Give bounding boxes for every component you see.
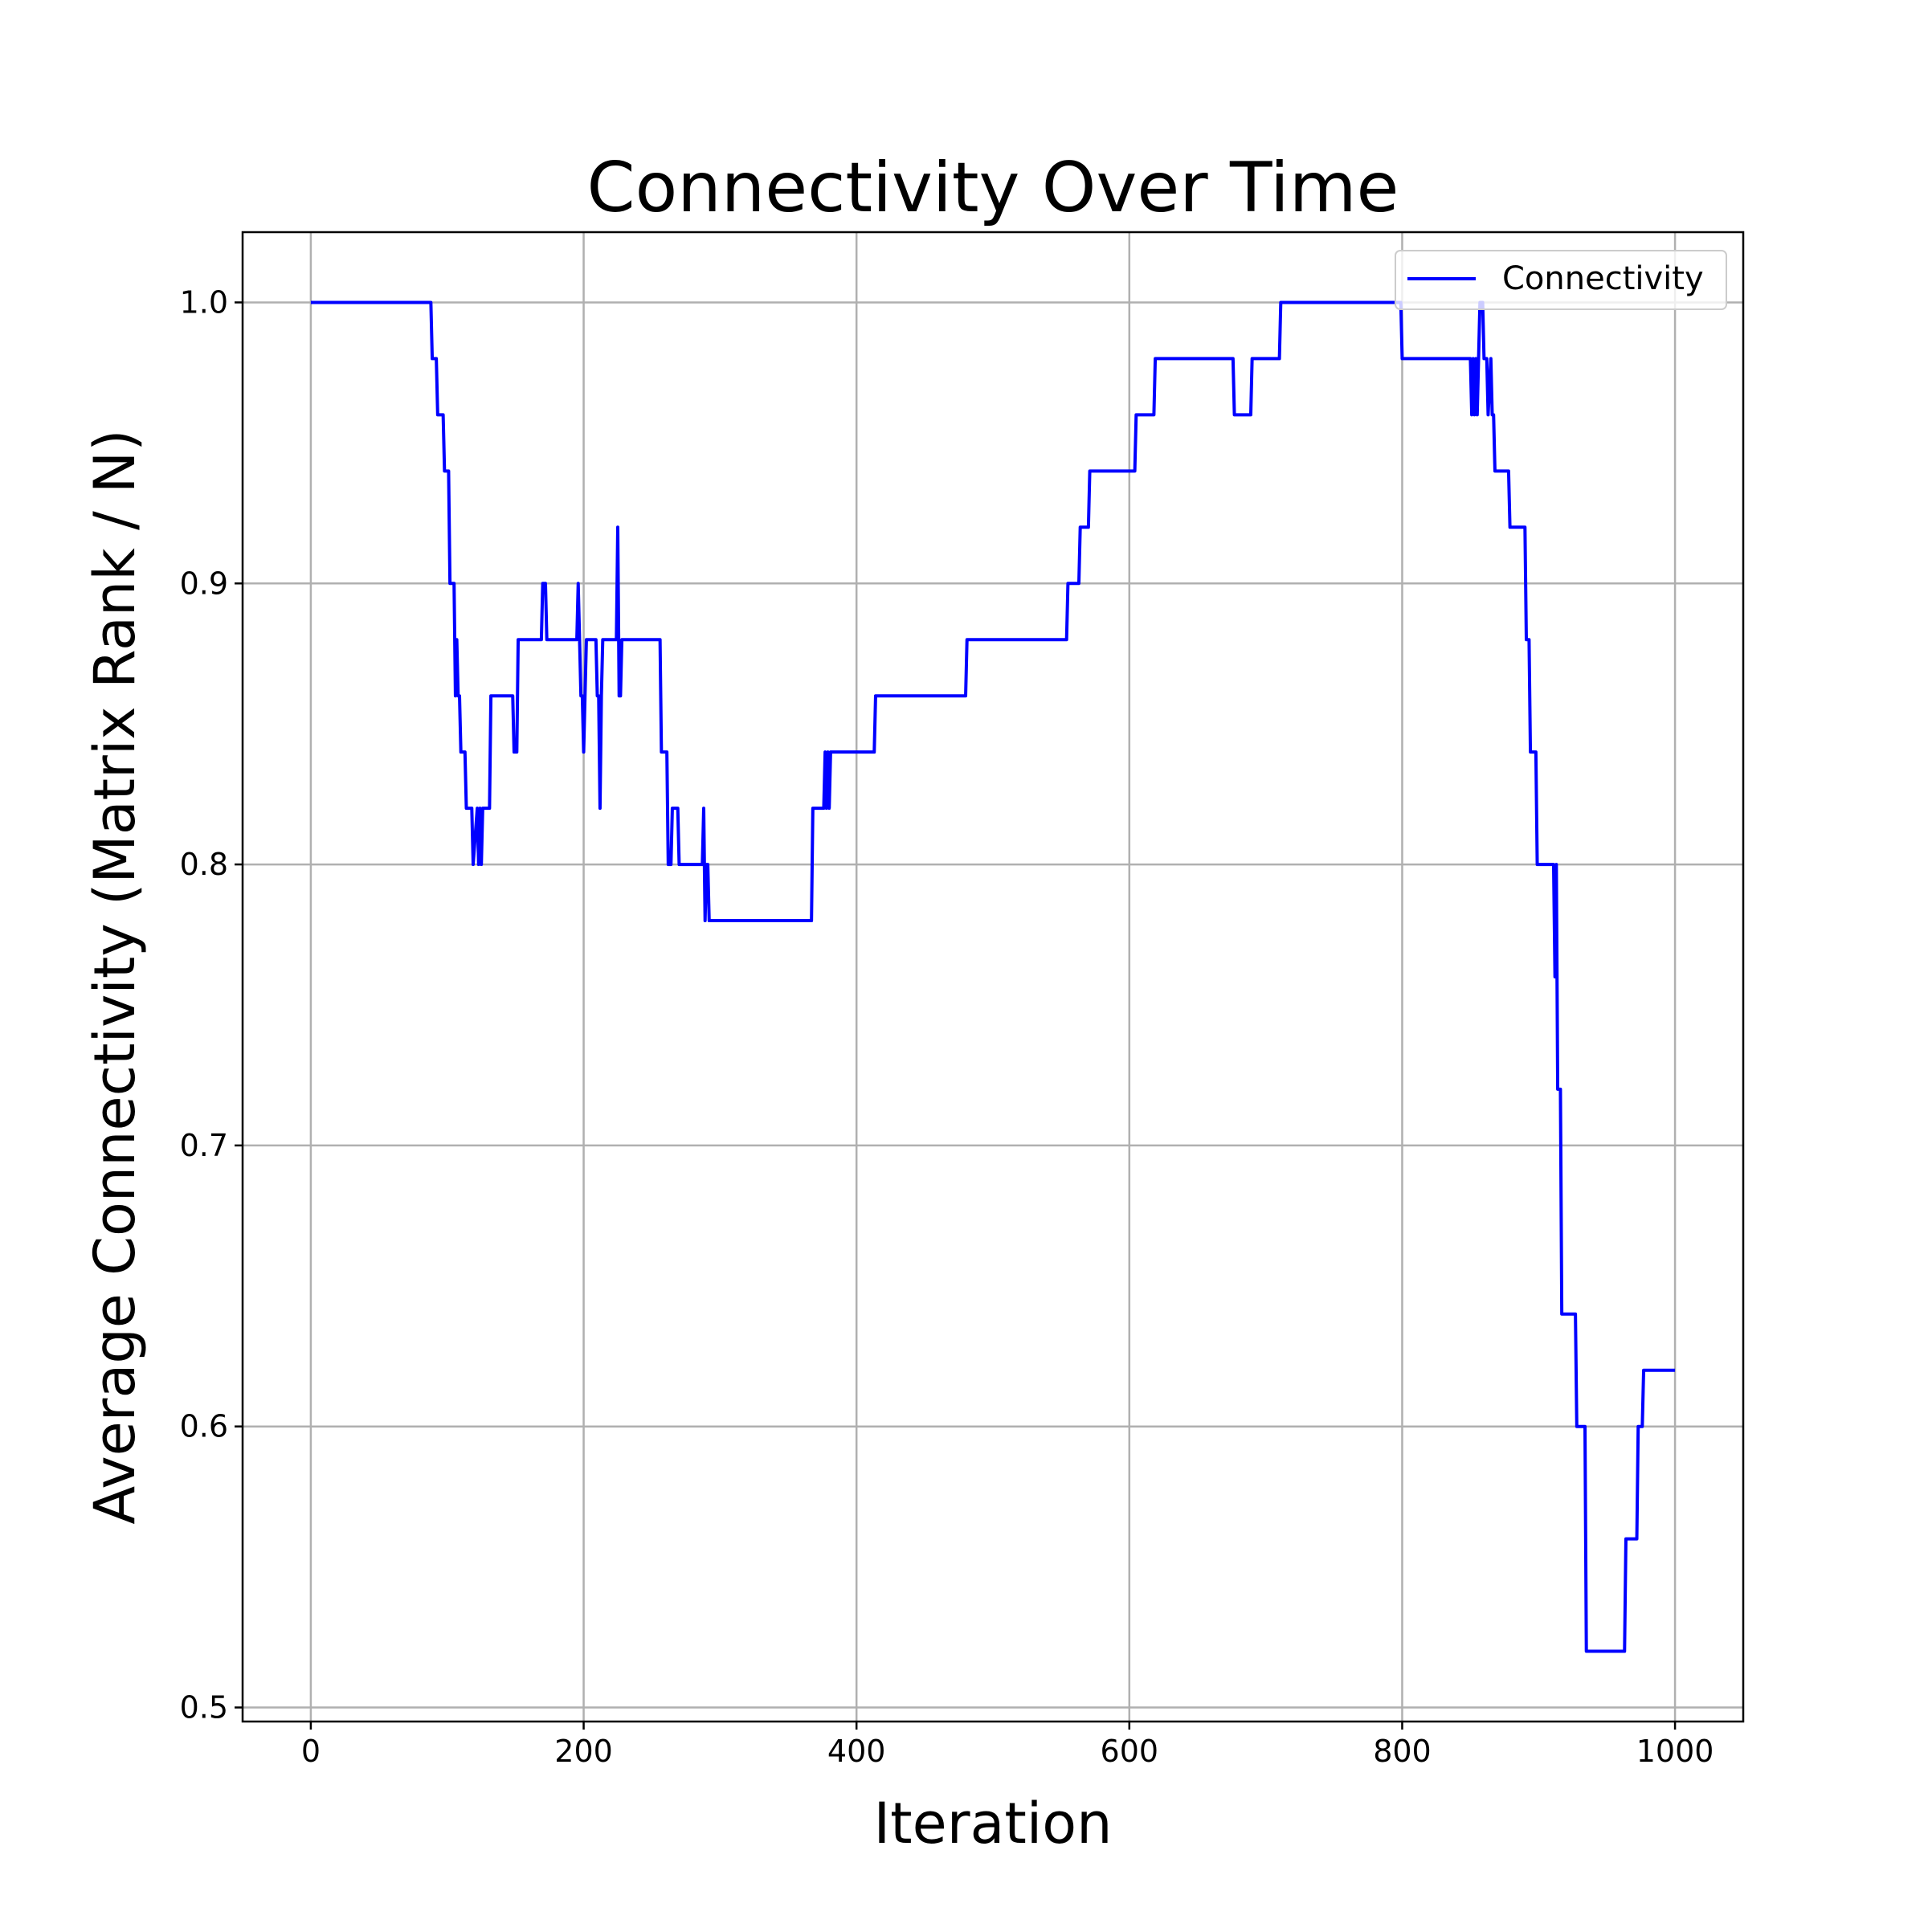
y-tick-label: 1.0 [180,284,228,320]
y-tick-label: 0.8 [180,847,228,882]
legend-box [1395,250,1727,310]
legend-label-connectivity: Connectivity [1502,260,1704,297]
x-tick-label: 0 [301,1734,321,1769]
y-tick-label: 0.9 [180,566,228,601]
x-tick-label: 400 [827,1734,886,1769]
y-tick-label: 0.7 [180,1128,228,1163]
x-tick-label: 1000 [1636,1734,1714,1769]
grid [243,232,1743,1722]
x-axis-label: Iteration [874,1791,1113,1856]
y-tick-label: 0.5 [180,1690,228,1726]
legend: Connectivity [1395,250,1727,310]
series-layer [310,300,1676,1653]
x-tick-label: 600 [1101,1734,1159,1769]
x-tick-label: 200 [554,1734,613,1769]
plot-frame [241,231,1745,1723]
y-tick-label: 0.6 [180,1409,228,1444]
y-axis-label: Average Connectivity (Matrix Rank / N) [82,429,148,1524]
x-tick-label: 800 [1373,1734,1432,1769]
chart-title: Connectivity Over Time [587,148,1399,228]
series-line-connectivity [310,300,1676,1653]
ticks: 0 200 400 600 800 1000 0.5 0.6 0.7 0.8 0.9 1.0 [180,284,1714,1769]
